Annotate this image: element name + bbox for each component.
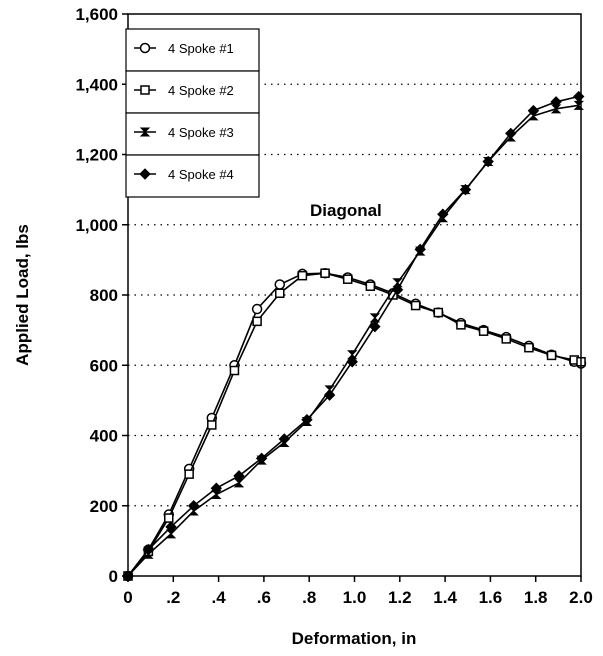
data-point [207,420,217,430]
data-point [210,482,223,494]
legend-label: 4 Spoke #4 [168,167,234,182]
x-tick-label: 2.0 [569,588,593,607]
data-point [252,316,262,327]
data-point [478,326,489,336]
legend-item: 4 Spoke #1 [125,28,260,72]
y-tick-label: 0 [109,567,118,586]
legend: 4 Spoke #1 4 Spoke #2 4 Spoke #3 4 Spoke #4 [125,28,260,198]
legend-marker [139,42,151,54]
data-point [187,500,200,512]
y-tick-label: 1,600 [75,5,118,24]
series-2 [123,268,586,581]
data-point [274,279,286,290]
series-line [127,272,582,577]
y-tick-label: 1,400 [75,75,118,94]
data-point [546,350,557,361]
x-tick-label: 1.8 [524,588,548,607]
series-line [127,272,582,577]
diagonal-annotation: Diagonal [310,201,382,220]
y-tick-label: 400 [90,427,118,446]
x-tick-label: 1.6 [479,588,503,607]
data-point [527,104,540,117]
data-point [505,127,517,140]
data-point [410,300,421,311]
data-point [323,389,336,401]
grid-lines [128,83,581,507]
data-point [346,356,358,368]
x-tick-label: 0 [123,588,132,607]
data-point [275,288,285,298]
legend-item: 4 Spoke #4 [125,154,260,198]
y-tick-label: 1,200 [75,146,118,165]
x-tick-label: .6 [257,588,271,607]
legend-box [125,112,260,156]
x-axis: 0 .2 .4 .6 .8 1.0 1.2 1.4 1.6 1.8 2.0 [123,576,593,607]
data-point [301,413,313,426]
data-point [142,543,155,556]
data-point [501,334,512,344]
data-point [391,284,404,296]
legend-marker [140,85,150,95]
y-tick-label: 800 [90,286,118,305]
legend-marker [139,168,151,180]
legend-item: 4 Spoke #2 [125,70,260,114]
legend-marker [139,127,151,137]
series-1 [122,267,587,582]
x-tick-label: .2 [166,588,180,607]
x-tick-label: 1.4 [433,588,457,607]
x-tick-label: .8 [302,588,316,607]
x-tick-label: .4 [212,588,227,607]
data-point [414,243,426,256]
data-point [550,96,562,108]
data-point [456,320,466,330]
data-point [433,307,444,318]
data-point [184,469,194,479]
data-point [229,365,240,376]
data-point [347,350,358,360]
data-point [369,313,381,323]
data-point [251,303,263,315]
data-point [482,155,494,168]
data-point [278,433,290,445]
data-point [342,274,353,284]
data-point [297,270,308,281]
y-tick-label: 200 [90,497,118,516]
y-tick-label: 600 [90,356,118,375]
x-tick-label: 1.0 [343,588,367,607]
x-tick-label: 1.2 [388,588,412,607]
data-point [369,320,381,333]
data-point [459,183,472,196]
legend-label: 4 Spoke #1 [168,41,234,56]
legend-item: 4 Spoke #3 [125,112,260,156]
data-point [233,470,245,482]
data-point [437,208,449,220]
y-tick-label: 1,000 [75,216,118,235]
series-layer [122,90,587,582]
y-axis-title: Applied Load, lbs [13,224,32,366]
data-point [524,342,534,353]
data-point [255,452,268,465]
x-axis-title: Deformation, in [292,629,417,648]
data-point [365,281,376,291]
data-point [392,278,403,288]
data-point [165,521,177,533]
data-point [320,268,330,278]
data-point [573,90,585,103]
data-point [164,513,174,523]
legend-label: 4 Spoke #3 [168,125,234,140]
series-4 [122,90,585,582]
y-axis: 0 200 400 600 800 1,000 1,200 1,400 1,600 [75,5,128,586]
legend-label: 4 Spoke #2 [168,83,234,98]
